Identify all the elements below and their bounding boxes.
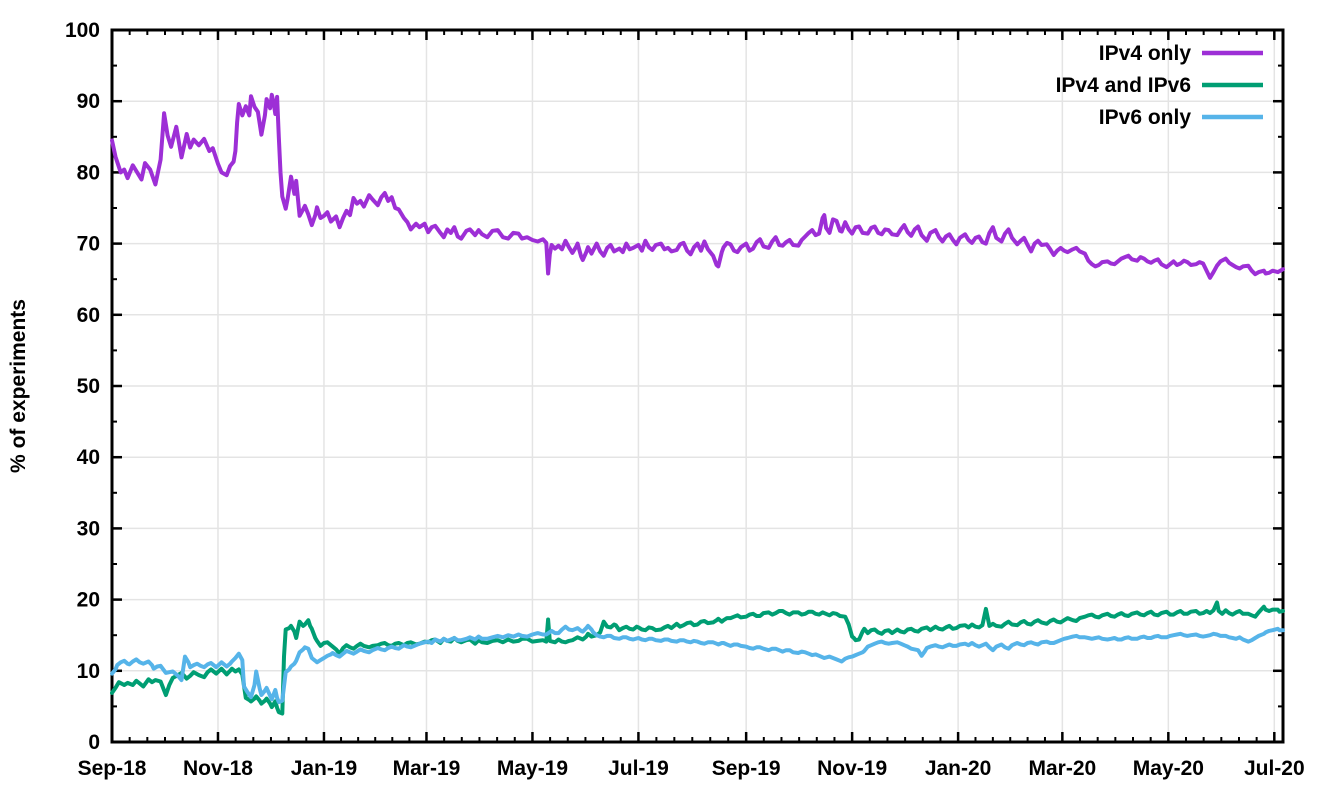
x-tick-label: Nov-19 [817,757,887,780]
series-ipv6-only-line [110,623,1285,705]
y-axis-title: % of experiments [7,299,30,473]
x-tick-label: Jul-19 [608,757,669,780]
y-tick-label: 100 [65,19,100,42]
y-tick-label: 0 [88,731,100,754]
x-tick-label: May-20 [1133,757,1204,780]
x-tick-label: May-19 [497,757,568,780]
series-ipv4-only-line [110,92,1285,280]
y-tick-label: 20 [77,589,100,612]
x-tick-label: Mar-20 [1029,757,1097,780]
y-tick-label: 70 [77,233,100,256]
y-tick-label: 90 [77,90,100,113]
y-tick-label: 40 [77,446,100,469]
y-tick-label: 10 [77,660,100,683]
x-tick-label: Mar-19 [393,757,461,780]
series-ipv4-and-ipv6-line [110,600,1285,716]
x-tick-label: Sep-18 [78,757,147,780]
y-tick-label: 80 [77,161,100,184]
x-tick-label: Jul-20 [1244,757,1305,780]
legend-label: IPv4 and IPv6 [1056,74,1191,97]
x-tick-label: Jan-19 [291,757,358,780]
x-tick-label: Jan-20 [925,757,992,780]
x-tick-label: Sep-19 [712,757,781,780]
y-tick-label: 60 [77,304,100,327]
legend-label: IPv6 only [1099,106,1192,129]
x-tick-label: Nov-18 [183,757,253,780]
plot-border [110,28,1285,744]
y-tick-label: 50 [77,375,100,398]
y-tick-label: 30 [77,517,100,540]
legend-label: IPv4 only [1099,42,1192,65]
